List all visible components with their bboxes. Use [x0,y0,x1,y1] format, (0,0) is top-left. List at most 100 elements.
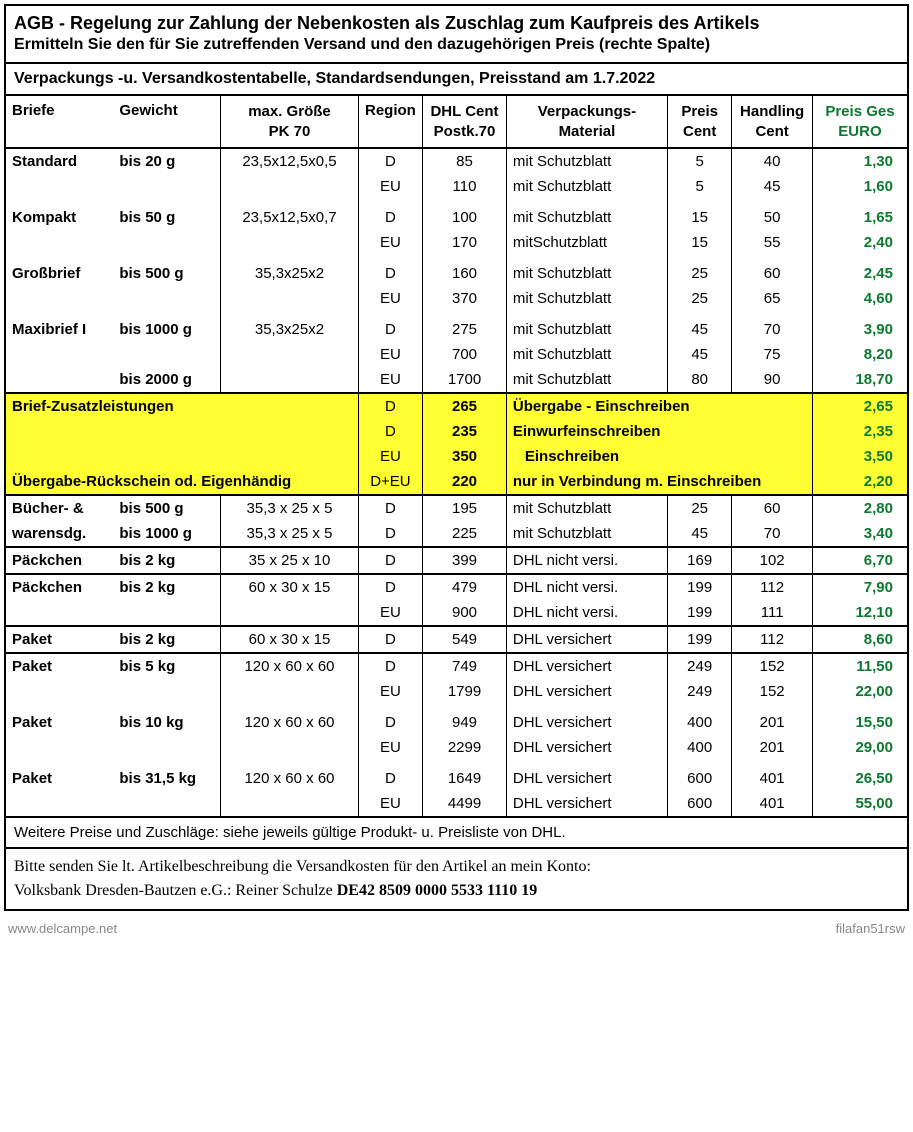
cell-price: 18,70 [812,367,907,393]
cell-handling: 152 [732,679,813,704]
cell-briefe [6,735,113,760]
cell-handling: 90 [732,367,813,393]
cell-dhl: 479 [423,574,507,600]
cell-gewicht [113,342,220,367]
cell-dhl: 100 [423,205,507,230]
cell-groesse: 120 x 60 x 60 [221,766,358,791]
cell-price: 11,50 [812,653,907,679]
cell-price: 4,60 [812,286,907,311]
price-table: Briefe Gewicht max. Größe PK 70 Region D… [6,96,907,816]
cell-briefe: Paket [6,626,113,653]
table-row: Paketbis 31,5 kg120 x 60 x 60D1649DHL ve… [6,766,907,791]
cell-dhl: 265 [423,393,507,419]
cell-material: DHL versichert [506,626,667,653]
cell-material: DHL nicht versi. [506,574,667,600]
cell-price: 55,00 [812,791,907,816]
cell-material: mit Schutzblatt [506,367,667,393]
cell-gewicht: bis 50 g [113,205,220,230]
cell-briefe: Standard [6,148,113,174]
cell-briefe [6,679,113,704]
cell-dhl: 350 [423,444,507,469]
cell-gewicht: bis 31,5 kg [113,766,220,791]
cell-dhl: 749 [423,653,507,679]
cell-region: D [358,393,422,419]
cell-price: 29,00 [812,735,907,760]
th-groesse: max. Größe PK 70 [221,96,358,148]
cell-zusatz-label: Übergabe-Rückschein od. Eigenhändig [6,469,358,495]
cell-preis: 169 [667,547,731,574]
cell-handling: 111 [732,600,813,626]
cell-zusatz-label [6,444,358,469]
cell-region: D [358,574,422,600]
table-row: EU370mit Schutzblatt25654,60 [6,286,907,311]
cell-region: D [358,521,422,547]
table-row: Kompaktbis 50 g23,5x12,5x0,7D100mit Schu… [6,205,907,230]
cell-preis: 25 [667,495,731,521]
cell-price: 8,20 [812,342,907,367]
cell-region: D [358,495,422,521]
table-row: EU2299DHL versichert40020129,00 [6,735,907,760]
cell-groesse [221,174,358,199]
cell-briefe: warensdg. [6,521,113,547]
bank-line2: Volksbank Dresden-Bautzen e.G.: Reiner S… [14,879,899,903]
cell-price: 2,45 [812,261,907,286]
cell-groesse: 35 x 25 x 10 [221,547,358,574]
cell-region: D [358,710,422,735]
cell-gewicht [113,286,220,311]
cell-preis: 80 [667,367,731,393]
cell-briefe: Großbrief [6,261,113,286]
cell-preis: 400 [667,710,731,735]
cell-region: D [358,626,422,653]
cell-zusatz-label [6,419,358,444]
cell-handling: 102 [732,547,813,574]
th-gewicht: Gewicht [113,96,220,148]
cell-region: EU [358,600,422,626]
cell-gewicht [113,735,220,760]
table-row: Maxibrief Ibis 1000 g35,3x25x2D275mit Sc… [6,317,907,342]
cell-handling: 201 [732,710,813,735]
cell-preis: 15 [667,230,731,255]
cell-dhl: 1700 [423,367,507,393]
cell-briefe: Kompakt [6,205,113,230]
cell-material: Einschreiben [506,444,812,469]
cell-dhl: 195 [423,495,507,521]
cell-region: EU [358,735,422,760]
cell-dhl: 370 [423,286,507,311]
cell-price: 26,50 [812,766,907,791]
cell-price: 2,65 [812,393,907,419]
cell-dhl: 900 [423,600,507,626]
cell-groesse: 35,3 x 25 x 5 [221,495,358,521]
table-row: EU4499DHL versichert60040155,00 [6,791,907,816]
cell-zusatz-label: Brief-Zusatzleistungen [6,393,358,419]
cell-preis: 25 [667,261,731,286]
cell-groesse: 35,3x25x2 [221,261,358,286]
cell-price: 2,35 [812,419,907,444]
cell-material: mitSchutzblatt [506,230,667,255]
cell-preis: 45 [667,317,731,342]
cell-region: D+EU [358,469,422,495]
table-row: Paketbis 5 kg120 x 60 x 60D749DHL versic… [6,653,907,679]
cell-material: DHL versichert [506,735,667,760]
cell-briefe: Bücher- & [6,495,113,521]
cell-dhl: 399 [423,547,507,574]
cell-region: EU [358,174,422,199]
cell-gewicht [113,791,220,816]
watermark: www.delcampe.net filafan51rsw [0,915,913,942]
page-subtitle: Ermitteln Sie den für Sie zutreffenden V… [14,35,899,56]
cell-material: DHL versichert [506,766,667,791]
cell-preis: 249 [667,653,731,679]
cell-region: D [358,653,422,679]
cell-dhl: 110 [423,174,507,199]
cell-gewicht [113,600,220,626]
cell-region: EU [358,342,422,367]
cell-preis: 199 [667,574,731,600]
cell-preis: 25 [667,286,731,311]
table-row-highlight: Übergabe-Rückschein od. EigenhändigD+EU2… [6,469,907,495]
cell-material: mit Schutzblatt [506,261,667,286]
cell-briefe [6,174,113,199]
cell-briefe: Päckchen [6,547,113,574]
cell-briefe: Päckchen [6,574,113,600]
cell-price: 22,00 [812,679,907,704]
cell-region: EU [358,367,422,393]
th-briefe: Briefe [6,96,113,148]
